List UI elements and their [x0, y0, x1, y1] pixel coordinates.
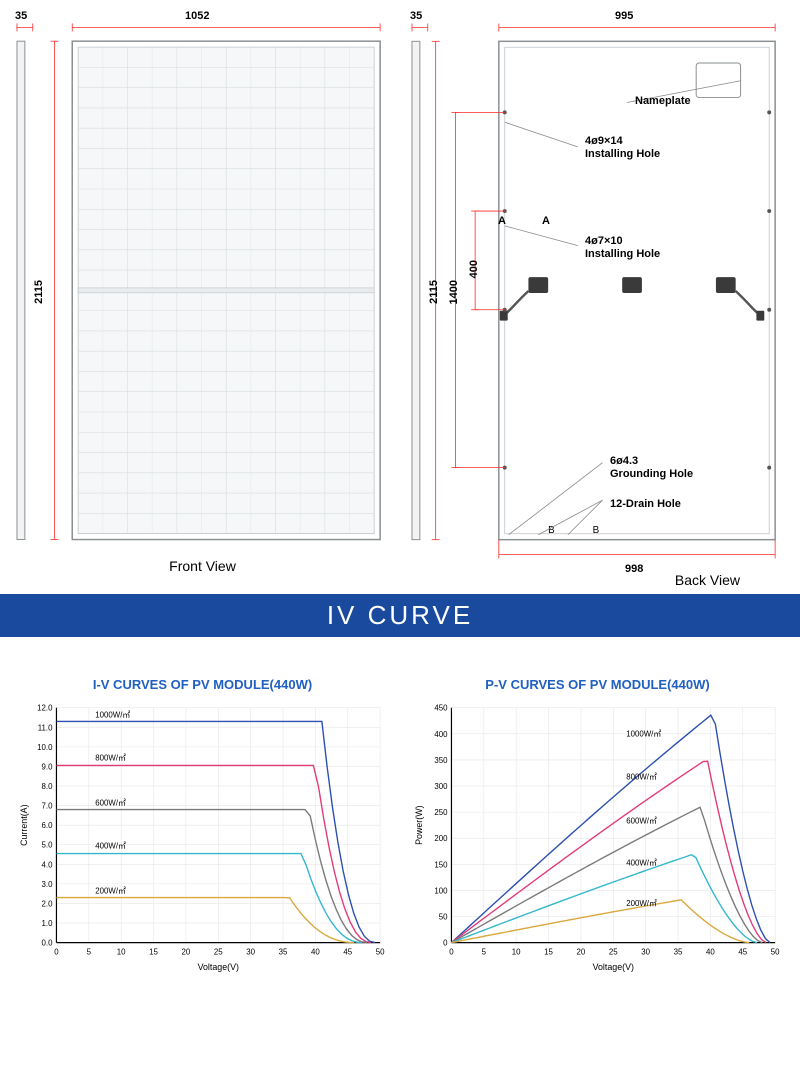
svg-text:100: 100 — [434, 886, 448, 895]
svg-text:Voltage(V): Voltage(V) — [593, 962, 634, 972]
back-view-label: Back View — [0, 572, 800, 588]
svg-text:25: 25 — [609, 947, 618, 956]
front-dim-height: 2115 — [33, 280, 45, 304]
svg-text:800W/㎡: 800W/㎡ — [95, 754, 126, 763]
svg-text:Current(A): Current(A) — [19, 804, 29, 845]
section-marker-a-left: A — [498, 215, 506, 228]
svg-text:Voltage(V): Voltage(V) — [198, 962, 239, 972]
svg-text:350: 350 — [434, 756, 448, 765]
back-dim-1400: 1400 — [448, 280, 460, 304]
svg-text:4.0: 4.0 — [42, 860, 54, 869]
svg-text:50: 50 — [439, 912, 448, 921]
callout-install2-line2: Installing Hole — [585, 248, 660, 260]
callout-install1-line2: Installing Hole — [585, 148, 660, 160]
svg-text:11.0: 11.0 — [38, 723, 53, 732]
svg-text:200W/㎡: 200W/㎡ — [626, 899, 657, 908]
svg-text:15: 15 — [544, 947, 553, 956]
svg-text:30: 30 — [641, 947, 650, 956]
callout-install1-line1: 4ø9×14 — [585, 135, 623, 147]
callout-grounding-hole: 6ø4.3 Grounding Hole — [610, 455, 693, 480]
charts-row: I-V CURVES OF PV MODULE(440W) 0 5 10 15 20 25… — [0, 637, 800, 1003]
svg-text:5.0: 5.0 — [42, 841, 54, 850]
callout-install-hole-1: 4ø9×14 Installing Hole — [585, 135, 660, 160]
svg-text:Power(W): Power(W) — [414, 805, 424, 844]
svg-text:0: 0 — [449, 947, 454, 956]
pv-chart: P-V CURVES OF PV MODULE(440W) 0 5 10 15 20 25… — [410, 677, 785, 983]
svg-text:450: 450 — [434, 704, 448, 713]
svg-text:200W/㎡: 200W/㎡ — [95, 887, 126, 896]
front-view-svg — [15, 10, 390, 550]
iv-chart-svg: 0 5 10 15 20 25 30 35 40 45 50 0.0 1.0 2.0 3.0 4.0 5.0 6.… — [15, 698, 390, 978]
section-marker-a-right: A — [542, 215, 550, 228]
callout-install-hole-2: 4ø7×10 Installing Hole — [585, 235, 660, 260]
svg-text:800W/㎡: 800W/㎡ — [626, 773, 657, 782]
svg-text:20: 20 — [182, 947, 191, 956]
svg-text:20: 20 — [577, 947, 586, 956]
callout-ground-line1: 6ø4.3 — [610, 455, 638, 467]
front-dim-thickness: 35 — [15, 10, 27, 22]
svg-text:25: 25 — [214, 947, 223, 956]
svg-text:3.0: 3.0 — [42, 880, 54, 889]
back-dim-top-width: 995 — [615, 10, 633, 22]
svg-text:200: 200 — [434, 834, 448, 843]
svg-text:300: 300 — [434, 782, 448, 791]
svg-text:15: 15 — [149, 947, 158, 956]
back-view-svg: B B — [410, 10, 785, 570]
svg-text:250: 250 — [434, 808, 448, 817]
svg-text:50: 50 — [376, 947, 385, 956]
back-view-column: 35 995 2115 1400 400 Nameplate 4ø9×14 In… — [410, 10, 785, 574]
svg-text:10: 10 — [512, 947, 521, 956]
svg-text:45: 45 — [738, 947, 747, 956]
svg-text:600W/㎡: 600W/㎡ — [626, 817, 657, 826]
section-header-iv-curve: IV CURVE — [0, 594, 800, 637]
svg-text:400W/㎡: 400W/㎡ — [626, 858, 657, 867]
svg-text:40: 40 — [706, 947, 715, 956]
svg-text:30: 30 — [246, 947, 255, 956]
page-container: 35 1052 2115 Front V — [0, 0, 800, 1003]
svg-text:B: B — [593, 525, 600, 536]
svg-text:0: 0 — [54, 947, 59, 956]
callout-install2-line1: 4ø7×10 — [585, 235, 623, 247]
back-dim-height: 2115 — [428, 280, 440, 304]
svg-text:1.0: 1.0 — [42, 919, 54, 928]
svg-text:400: 400 — [434, 730, 448, 739]
front-view-label: Front View — [15, 558, 390, 574]
svg-text:2.0: 2.0 — [42, 899, 54, 908]
svg-text:0.0: 0.0 — [42, 939, 54, 948]
svg-text:35: 35 — [279, 947, 288, 956]
svg-text:0: 0 — [443, 939, 448, 948]
technical-drawings-row: 35 1052 2115 Front V — [0, 0, 800, 574]
svg-text:6.0: 6.0 — [42, 821, 54, 830]
front-dim-width: 1052 — [185, 10, 209, 22]
svg-text:35: 35 — [674, 947, 683, 956]
callout-nameplate: Nameplate — [635, 95, 691, 108]
svg-text:45: 45 — [343, 947, 352, 956]
svg-text:5: 5 — [482, 947, 487, 956]
svg-text:600W/㎡: 600W/㎡ — [95, 799, 126, 808]
back-dim-thickness: 35 — [410, 10, 422, 22]
svg-text:5: 5 — [87, 947, 92, 956]
svg-text:7.0: 7.0 — [42, 802, 54, 811]
svg-text:150: 150 — [434, 860, 448, 869]
svg-text:8.0: 8.0 — [42, 782, 54, 791]
svg-text:10: 10 — [117, 947, 126, 956]
callout-ground-line2: Grounding Hole — [610, 468, 693, 480]
back-dim-bottom: 998 — [625, 563, 643, 575]
callout-drain-hole: 12-Drain Hole — [610, 498, 681, 511]
pv-chart-title: P-V CURVES OF PV MODULE(440W) — [410, 677, 785, 692]
pv-chart-svg: 0 5 10 15 20 25 30 35 40 45 50 0 50 100 150 200 250 300 35… — [410, 698, 785, 978]
back-dim-400: 400 — [468, 260, 480, 278]
svg-text:10.0: 10.0 — [37, 743, 53, 752]
svg-text:40: 40 — [311, 947, 320, 956]
svg-text:9.0: 9.0 — [42, 762, 54, 771]
iv-chart: I-V CURVES OF PV MODULE(440W) 0 5 10 15 20 25… — [15, 677, 390, 983]
front-view-column: 35 1052 2115 Front V — [15, 10, 390, 574]
svg-text:1000W/㎡: 1000W/㎡ — [626, 729, 661, 738]
svg-text:400W/㎡: 400W/㎡ — [95, 842, 126, 851]
iv-chart-title: I-V CURVES OF PV MODULE(440W) — [15, 677, 390, 692]
svg-text:1000W/㎡: 1000W/㎡ — [95, 711, 130, 720]
svg-text:50: 50 — [771, 947, 780, 956]
svg-text:12.0: 12.0 — [37, 704, 53, 713]
